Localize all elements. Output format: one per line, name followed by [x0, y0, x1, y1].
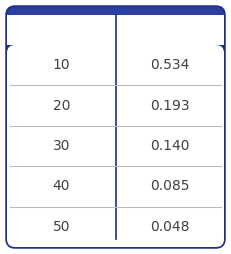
- Text: x: x: [57, 19, 66, 33]
- FancyBboxPatch shape: [7, 7, 224, 247]
- Text: 30: 30: [52, 139, 70, 153]
- Bar: [7, 28, 224, 45]
- FancyBboxPatch shape: [7, 7, 224, 45]
- Text: P(x): P(x): [154, 19, 186, 33]
- Text: 0.048: 0.048: [150, 220, 189, 234]
- Text: 20: 20: [52, 99, 70, 113]
- Bar: [7, 15, 224, 45]
- FancyBboxPatch shape: [7, 45, 224, 247]
- Text: 0.085: 0.085: [150, 179, 189, 193]
- Text: 40: 40: [52, 179, 70, 193]
- Text: 0.140: 0.140: [150, 139, 189, 153]
- Text: 0.193: 0.193: [150, 99, 190, 113]
- Text: 0.534: 0.534: [150, 58, 189, 72]
- Text: 50: 50: [52, 220, 70, 234]
- Text: 10: 10: [52, 58, 70, 72]
